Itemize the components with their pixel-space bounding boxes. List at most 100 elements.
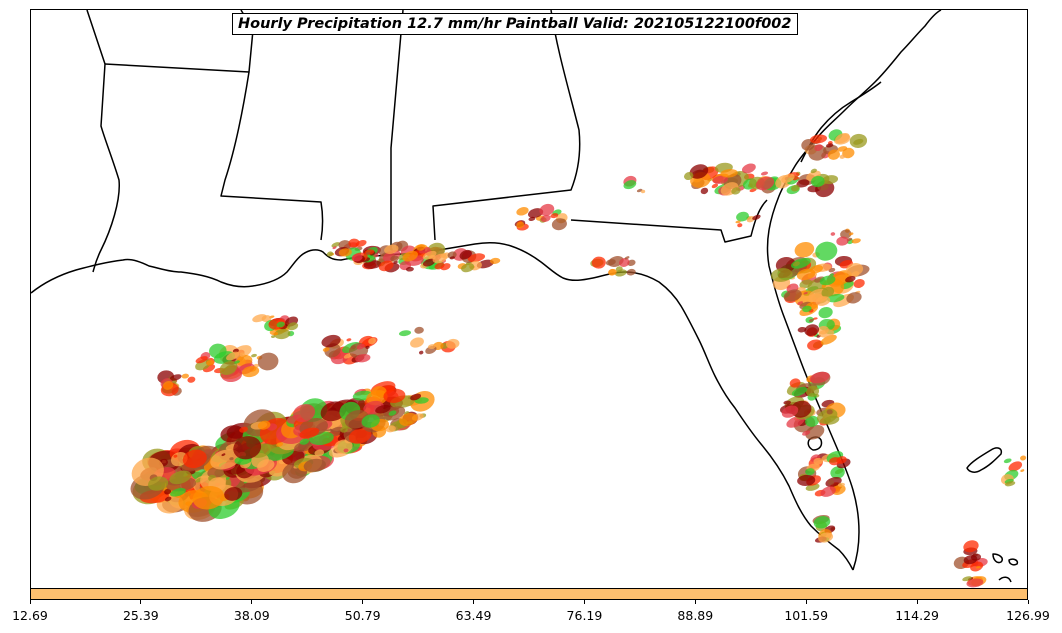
paintball-blob: [818, 306, 833, 319]
paintball-blob: [539, 203, 555, 216]
paintball-blob: [322, 347, 330, 352]
paintball-blob: [224, 486, 243, 501]
paintball-blob: [239, 426, 248, 433]
paintball-blob: [257, 352, 279, 371]
paintball-blob: [808, 318, 814, 322]
colorbar-tick: [362, 600, 364, 604]
paintball-blob: [711, 183, 719, 189]
map-canvas: [31, 10, 1027, 588]
paintball-blob: [830, 232, 836, 236]
paintball-blob: [287, 322, 299, 331]
paintball-blob: [1003, 458, 1012, 464]
paintball-blob: [550, 213, 559, 219]
paintball-blob: [962, 576, 972, 582]
paintball-blob: [271, 335, 276, 339]
paintball-blob: [791, 184, 800, 192]
paintball-blob: [837, 482, 845, 487]
paintball-blob: [428, 254, 435, 259]
paintball-blob: [219, 360, 238, 375]
paintball-blob: [781, 405, 799, 418]
paintball-blob: [783, 289, 802, 302]
colorbar-tick: [251, 600, 253, 604]
precipitation-paintballs: [130, 129, 1027, 588]
paintball-blob: [846, 292, 862, 304]
paintball-blob: [737, 223, 743, 228]
paintball-blob: [351, 253, 363, 262]
colorbar-tick-label: 114.29: [895, 608, 939, 623]
paintball-blob: [797, 326, 807, 333]
paintball-blob: [348, 428, 372, 444]
paintball-blob: [818, 329, 835, 338]
paintball-blob: [416, 244, 426, 251]
paintball-blob: [320, 401, 347, 422]
paintball-blob: [303, 458, 326, 473]
paintball-blob: [273, 332, 279, 336]
paintball-blob: [1004, 481, 1016, 487]
paintball-blob: [805, 385, 820, 397]
paintball-blob: [405, 266, 414, 272]
paintball-blob: [811, 175, 825, 188]
paintball-blob: [839, 154, 846, 159]
colorbar-tick-label: 101.59: [784, 608, 829, 623]
paintball-blob: [170, 488, 186, 497]
paintball-blob: [822, 175, 839, 185]
paintball-blob: [241, 366, 260, 378]
paintball-blob: [169, 470, 192, 485]
paintball-blob: [700, 187, 709, 195]
paintball-blob: [836, 236, 849, 246]
paintball-blob: [809, 371, 830, 384]
paintball-blob: [370, 386, 387, 399]
paintball-blob: [257, 459, 275, 472]
paintball-blob: [820, 486, 836, 497]
paintball-blob: [810, 168, 817, 174]
paintball-blob: [164, 496, 172, 502]
paintball-blob: [398, 330, 412, 337]
paintball-blob: [375, 404, 391, 414]
paintball-blob: [805, 415, 819, 427]
paintball-blob: [813, 516, 831, 529]
paintball-blob: [755, 176, 775, 191]
paintball-blob: [789, 378, 801, 388]
paintball-blob: [804, 324, 820, 336]
paintball-blob: [378, 260, 394, 272]
paintball-blob: [239, 352, 246, 357]
paintball-blob: [792, 261, 800, 267]
colorbar-tick: [140, 600, 142, 604]
colorbar-tick: [583, 600, 585, 604]
paintball-blob: [419, 350, 424, 355]
paintball-blob: [461, 263, 475, 273]
paintball-blob: [829, 457, 841, 466]
paintball-blob: [169, 374, 182, 381]
paintball-blob: [338, 248, 352, 257]
paintball-blob: [830, 273, 834, 277]
paintball-blob: [794, 241, 815, 258]
colorbar-tick-label: 126.99: [1006, 608, 1050, 623]
paintball-blob: [540, 214, 551, 223]
paintball-blob: [346, 338, 352, 342]
paintball-blob: [608, 268, 617, 276]
paintball-blob: [828, 479, 835, 485]
paintball-blob: [840, 229, 852, 239]
colorbar: [30, 588, 1028, 600]
map-panel: [30, 9, 1028, 589]
paintball-blob: [489, 257, 501, 264]
paintball-blob: [551, 218, 567, 231]
paintball-blob: [356, 343, 365, 350]
paintball-blob: [257, 420, 271, 430]
paintball-blob: [796, 268, 816, 281]
paintball-blob: [591, 256, 606, 269]
paintball-blob: [434, 262, 445, 270]
colorbar-tick-label: 88.89: [677, 608, 714, 623]
colorbar-tick: [805, 600, 807, 604]
paintball-blob: [791, 386, 808, 397]
paintball-blob: [735, 220, 741, 224]
paintball-blob: [187, 376, 196, 383]
paintball-blob: [173, 454, 178, 458]
paintball-blob: [1020, 469, 1025, 472]
paintball-blob: [963, 540, 979, 553]
paintball-blob: [299, 438, 310, 445]
paintball-blob: [614, 269, 627, 277]
paintball-blob: [252, 314, 267, 323]
colorbar-tick-label: 12.69: [12, 608, 48, 623]
colorbar-tick-label: 25.39: [122, 608, 159, 623]
